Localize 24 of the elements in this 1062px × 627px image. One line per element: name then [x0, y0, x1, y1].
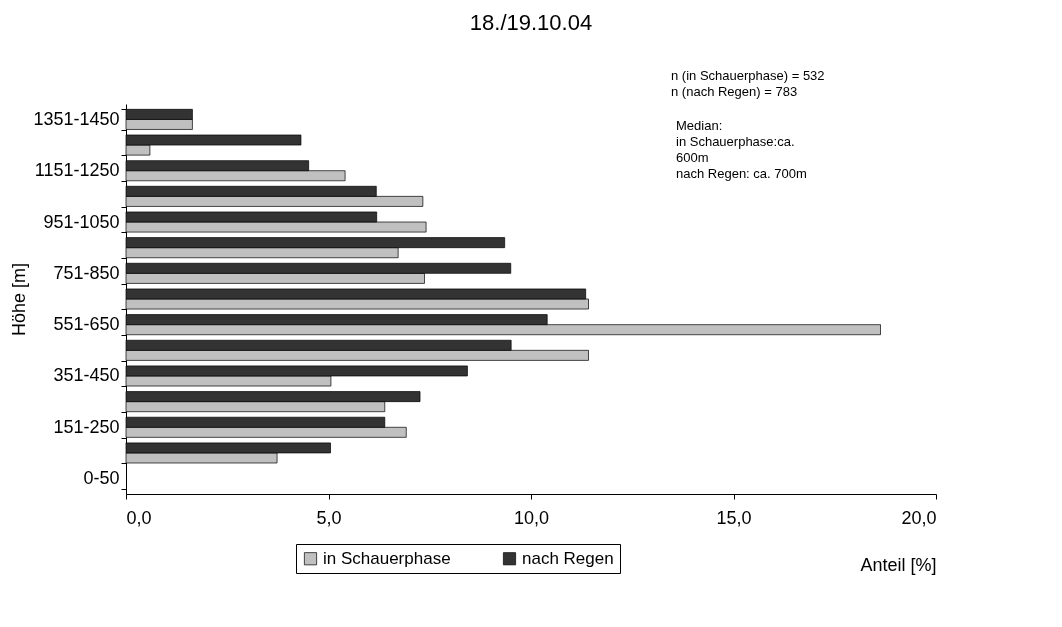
y-tick-label: 751-850: [53, 262, 120, 283]
y-tick-label: 951-1050: [43, 211, 120, 232]
y-tick-label: 551-650: [53, 314, 120, 335]
y-tick-label: 351-450: [53, 365, 120, 386]
y-axis-title: Höhe [m]: [9, 262, 30, 337]
y-tick-label: 1151-1250: [34, 160, 120, 181]
annotation: 600m: [676, 150, 709, 165]
legend-label: nach Regen: [522, 548, 614, 568]
x-tick-label: 15,0: [716, 507, 752, 528]
x-tick-label: 5,0: [316, 507, 342, 528]
text: n (nach Regen) = 783: [671, 84, 798, 99]
annotation: nach Regen: ca. 700m: [676, 166, 807, 181]
x-tick-label: 20,0: [901, 507, 937, 528]
y-tick-label: 1351-1450: [33, 108, 120, 129]
x-axis-title: Anteil [%]: [860, 554, 937, 575]
annotation: Median:: [676, 118, 723, 133]
annotation: in Schauerphase:ca.: [676, 134, 795, 149]
x-tick-label: 0,0: [126, 507, 152, 528]
x-tick-label: 10,0: [513, 507, 550, 528]
y-tick-label: 151-250: [53, 416, 120, 437]
text: n (in Schauerphase) = 532: [671, 68, 825, 83]
legend-label: in Schauerphase: [323, 548, 451, 568]
chart-title: 18./19.10.04: [469, 10, 593, 35]
y-tick-label: 0-50: [83, 468, 120, 489]
